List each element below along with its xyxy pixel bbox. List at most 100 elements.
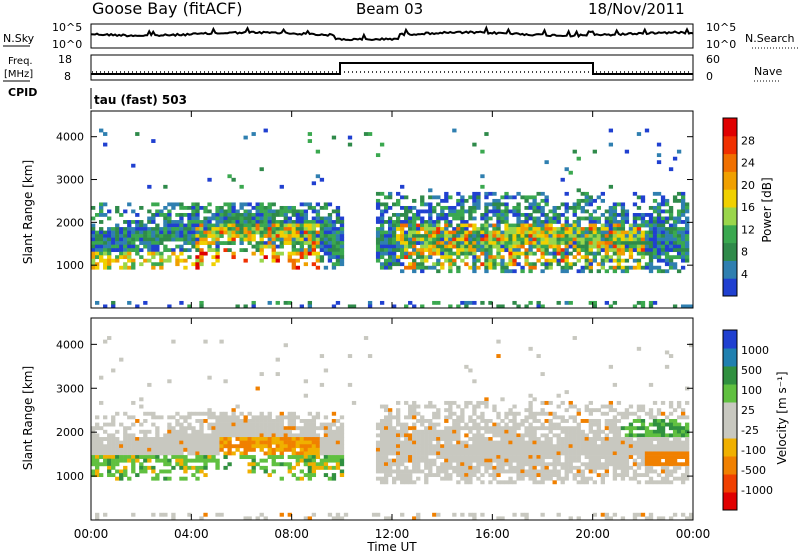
power-cell bbox=[440, 251, 445, 256]
power-cell bbox=[295, 251, 300, 256]
velocity-cell bbox=[504, 422, 509, 427]
power-cell bbox=[524, 234, 529, 238]
power-cell bbox=[243, 237, 248, 242]
power-cell bbox=[616, 230, 622, 235]
velocity-cell bbox=[664, 476, 670, 481]
power-cell bbox=[159, 241, 164, 245]
velocity-cell bbox=[267, 451, 272, 456]
power-cell bbox=[620, 209, 626, 214]
power-cell bbox=[568, 244, 573, 249]
velocity-cell bbox=[584, 444, 589, 449]
power-cell bbox=[468, 209, 473, 214]
power-cell bbox=[95, 234, 100, 238]
power-cell bbox=[91, 251, 96, 256]
velocity-cell bbox=[131, 440, 136, 445]
velocity-cell bbox=[572, 451, 577, 456]
velocity-cell bbox=[652, 447, 658, 452]
velocity-cell bbox=[123, 447, 128, 452]
velocity-colorbar-swatch bbox=[723, 348, 737, 367]
velocity-cell bbox=[203, 440, 208, 445]
velocity-cell bbox=[468, 455, 473, 459]
power-cell bbox=[532, 209, 537, 214]
power-cell bbox=[536, 227, 541, 231]
power-cell bbox=[295, 248, 300, 253]
velocity-cell bbox=[323, 465, 329, 470]
velocity-cell bbox=[568, 447, 573, 452]
velocity-cell bbox=[95, 473, 100, 478]
velocity-cell bbox=[640, 440, 646, 445]
velocity-cell bbox=[624, 437, 630, 441]
power-cell bbox=[392, 304, 397, 309]
power-cell bbox=[600, 255, 605, 260]
power-cell bbox=[644, 244, 650, 249]
velocity-cell bbox=[131, 451, 136, 456]
velocity-cell bbox=[179, 455, 184, 459]
power-cell bbox=[291, 241, 296, 245]
velocity-cell bbox=[552, 465, 557, 470]
power-cell bbox=[472, 244, 477, 249]
velocity-cell bbox=[295, 462, 300, 467]
power-cell bbox=[656, 209, 662, 214]
power-cell bbox=[484, 195, 489, 200]
power-cell bbox=[119, 241, 124, 245]
velocity-cell bbox=[476, 447, 481, 452]
velocity-cell bbox=[528, 408, 533, 413]
power-cell bbox=[612, 241, 618, 245]
velocity-cell bbox=[436, 465, 441, 470]
velocity-cell bbox=[379, 465, 385, 470]
power-cell bbox=[428, 227, 433, 231]
velocity-cell bbox=[672, 437, 678, 441]
power-cell bbox=[223, 248, 228, 253]
velocity-cell bbox=[668, 447, 674, 452]
velocity-cell bbox=[311, 437, 317, 441]
velocity-cell bbox=[151, 451, 156, 456]
power-cell bbox=[572, 227, 577, 231]
power-cell bbox=[251, 251, 256, 256]
velocity-cell bbox=[508, 458, 513, 463]
power-cell bbox=[664, 230, 670, 235]
power-cell bbox=[412, 227, 417, 231]
velocity-cell bbox=[644, 473, 650, 478]
velocity-cell bbox=[496, 462, 501, 467]
velocity-cell bbox=[656, 516, 662, 521]
power-cell bbox=[315, 202, 321, 207]
power-cell bbox=[223, 220, 228, 224]
power-cell bbox=[620, 237, 626, 242]
velocity-cell bbox=[672, 447, 678, 452]
velocity-cell bbox=[239, 411, 244, 416]
power-cell bbox=[303, 227, 309, 231]
velocity-cell bbox=[420, 455, 425, 459]
power-colorbar-swatch bbox=[723, 135, 737, 155]
power-cell bbox=[428, 223, 433, 228]
power-cell bbox=[135, 227, 140, 231]
velocity-cell bbox=[311, 473, 317, 478]
velocity-cell bbox=[600, 429, 605, 434]
velocity-cell bbox=[339, 440, 345, 445]
velocity-cell bbox=[444, 440, 449, 445]
power-cell bbox=[504, 202, 509, 207]
power-cell bbox=[111, 241, 116, 245]
velocity-cell bbox=[147, 447, 152, 452]
velocity-cell bbox=[271, 429, 276, 434]
power-cell bbox=[319, 205, 325, 210]
power-cell bbox=[484, 241, 489, 245]
power-cell bbox=[472, 237, 477, 242]
power-cell bbox=[179, 300, 184, 305]
power-cell bbox=[628, 244, 634, 249]
velocity-cell bbox=[95, 451, 100, 456]
velocity-cell bbox=[291, 415, 296, 420]
power-cell bbox=[119, 251, 124, 256]
power-cell bbox=[512, 244, 517, 249]
velocity-cell bbox=[592, 437, 597, 441]
velocity-cell bbox=[448, 462, 453, 467]
power-cell bbox=[131, 258, 136, 263]
velocity-cell bbox=[584, 465, 589, 470]
velocity-cell bbox=[672, 465, 678, 470]
velocity-cell bbox=[167, 440, 172, 445]
power-cell bbox=[291, 227, 296, 231]
power-cell bbox=[271, 223, 276, 228]
power-cell bbox=[383, 195, 389, 200]
power-cell bbox=[275, 220, 280, 224]
power-cell bbox=[331, 241, 337, 245]
velocity-cell bbox=[464, 455, 469, 459]
